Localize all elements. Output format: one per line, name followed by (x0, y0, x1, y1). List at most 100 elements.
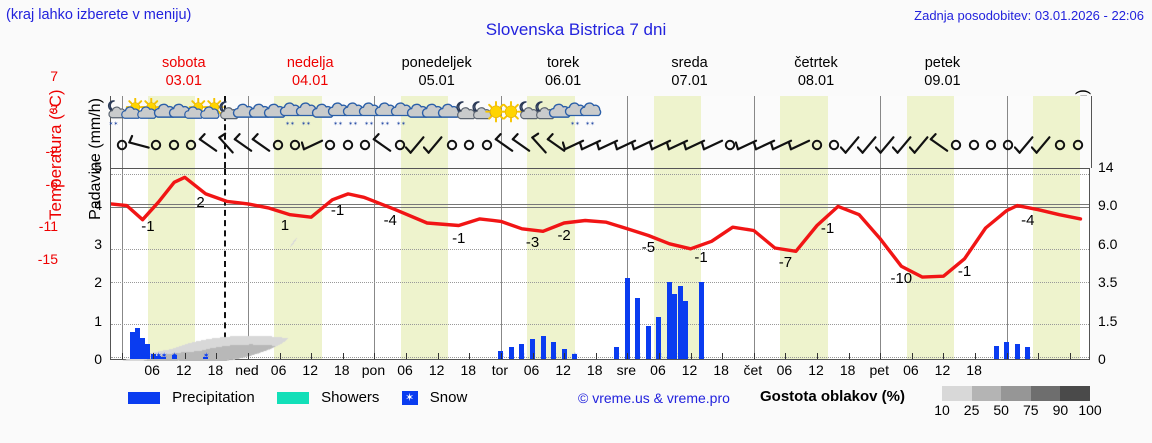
legend-label-snow: Snow (429, 388, 468, 406)
x-axis-tick: 18 (460, 362, 477, 378)
day-date: 05.01 (418, 73, 455, 89)
wind-barb-icon (968, 139, 979, 151)
day-date: 07.01 (671, 73, 708, 89)
snow-marker-icon: ✶ (671, 351, 679, 360)
svg-text:✶✶: ✶✶ (285, 120, 295, 127)
wind-barb (196, 132, 220, 158)
x-axis-tick-mark (437, 353, 439, 359)
wind-barb-icon (724, 139, 736, 151)
wind-barb-icon (950, 139, 962, 151)
wind-barb-icon (531, 132, 547, 154)
x-axis-tick: 06 (903, 362, 919, 378)
wind-barb (996, 132, 1020, 158)
day-separator (753, 96, 755, 168)
wind-barb-icon (168, 139, 179, 151)
snow-marker-icon: ✶ (144, 351, 152, 360)
snow-marker-icon: ✶ (682, 351, 689, 360)
day-separator (247, 96, 249, 168)
forecast-plot[interactable]: ✶✶ ✶✶ ✶✶ ✶✶ ✶✶ ✶✶ ✶✶ ✶✶ ✶✶ ✶✶ -1 2 1 -1 -4 -1 -3 -2 -5 -1-… (108, 96, 1092, 361)
day-name: četrtek (794, 55, 838, 71)
wind-barb-icon (811, 139, 823, 151)
page-title: Slovenska Bistrica 7 dni (485, 20, 667, 39)
x-axis-tick-mark (785, 353, 787, 359)
svg-text:✶✶: ✶✶ (109, 120, 119, 127)
temperature-curve (111, 175, 1083, 279)
wind-barb (370, 132, 394, 158)
snow-swatch-icon: ✶ (401, 390, 418, 405)
x-axis-tick-mark (658, 353, 660, 359)
wind-barb (318, 132, 342, 158)
precipitation-bar (1004, 341, 1010, 359)
wind-barb-icon (829, 139, 840, 151)
precipitation-bar (551, 341, 557, 359)
wind-barb-icon (422, 136, 443, 154)
wind-barb-icon (128, 134, 150, 149)
x-axis-tick: pet (869, 362, 889, 378)
weather-icon (451, 98, 477, 128)
precipitation-bar (171, 355, 177, 359)
wind-barb (962, 132, 986, 158)
weather-icon (483, 98, 509, 128)
cloud-height-tick: 1.5 (1098, 312, 1118, 329)
x-axis-tick: čet (743, 362, 763, 378)
precipitation-bar (540, 335, 546, 359)
cloud-density-raster (111, 169, 1091, 361)
wind-barb-icon (1072, 139, 1084, 151)
day-name: torek (546, 55, 580, 71)
x-axis-tick: 12 (302, 362, 318, 378)
x-axis-tick-mark (753, 353, 755, 359)
x-axis-tick: 06 (650, 362, 666, 378)
temperature-value-label: -1 (957, 262, 972, 280)
wind-barb-icon (218, 132, 234, 154)
snow-marker-icon: ✶ (698, 351, 705, 360)
cloud-density-legend-title: Gostota oblakov (%) (760, 388, 906, 405)
temperature-value-label: -4 (1021, 211, 1035, 229)
weather-icon: ✶✶ (577, 98, 603, 128)
x-axis-tick-mark (817, 353, 819, 359)
precipitation-bar (656, 316, 662, 359)
wind-barb (1066, 132, 1090, 158)
wind-barb (1030, 132, 1055, 158)
x-axis-tick-mark (1038, 353, 1040, 359)
x-axis-tick: 18 (334, 362, 350, 378)
day-date: 03.01 (165, 73, 202, 89)
copyright-text[interactable]: © vreme.us & vreme.pro (578, 390, 730, 406)
menu-hint-text: (kraj lahko izberete v meniju) (6, 7, 192, 23)
x-axis-tick-mark (406, 353, 408, 359)
x-axis-tick: 06 (397, 362, 413, 378)
wind-barb-icon (700, 139, 723, 151)
day-header-četrtek: četrtek 08.01 (753, 54, 879, 90)
wind-barb (544, 132, 568, 158)
day-separator (1006, 96, 1008, 168)
wind-barb-icon (494, 133, 514, 152)
wind-barb-icon (300, 139, 323, 151)
temperature-value-label: -1 (141, 217, 155, 235)
precipitation-bar (666, 282, 672, 359)
snow-marker-icon: ✶ (134, 351, 142, 360)
cloud-height-tick: 6.0 (1098, 235, 1118, 252)
wind-barb-icon (404, 136, 425, 154)
wind-barb-icon (1013, 136, 1034, 154)
snow-marker-icon: ✶ (202, 351, 210, 360)
weather-icon (498, 98, 524, 128)
svg-text:✶✶: ✶✶ (301, 120, 311, 127)
x-axis-tick: 18 (966, 362, 982, 378)
precipitation-bar (682, 301, 688, 359)
chart-area: -1 2 1 -1 -4 -1 -3 -2 -5 -1 -7 -1 -10 -1 -4 ✶ ✶ ✶ ✶ ✶ ✶ ✶ ✶ ✶ ✶ ✶… (110, 168, 1091, 361)
x-axis-tick-mark (880, 353, 882, 359)
temperature-value-label: 1 (280, 217, 290, 235)
day-date: 06.01 (544, 73, 582, 89)
snow-marker-icon: ✶ (677, 351, 684, 360)
day-name: sobota (161, 55, 206, 71)
x-axis-tick-mark (279, 353, 281, 359)
temperature-tick-labels: 7 3 -2 -6 -11 -15 (0, 68, 62, 360)
precipitation-bar (129, 332, 135, 359)
cloud-density-colorbar (942, 386, 1090, 401)
precipitation-tick: 2 (94, 274, 102, 291)
wind-barb (249, 132, 273, 158)
x-axis-tick: ned (235, 362, 259, 378)
last-update-text: Zadnja posodobitev: 03.01.2026 - 22:06 (914, 8, 1144, 23)
snow-marker-icon: ✶ (508, 351, 516, 360)
day-separator (374, 96, 376, 168)
